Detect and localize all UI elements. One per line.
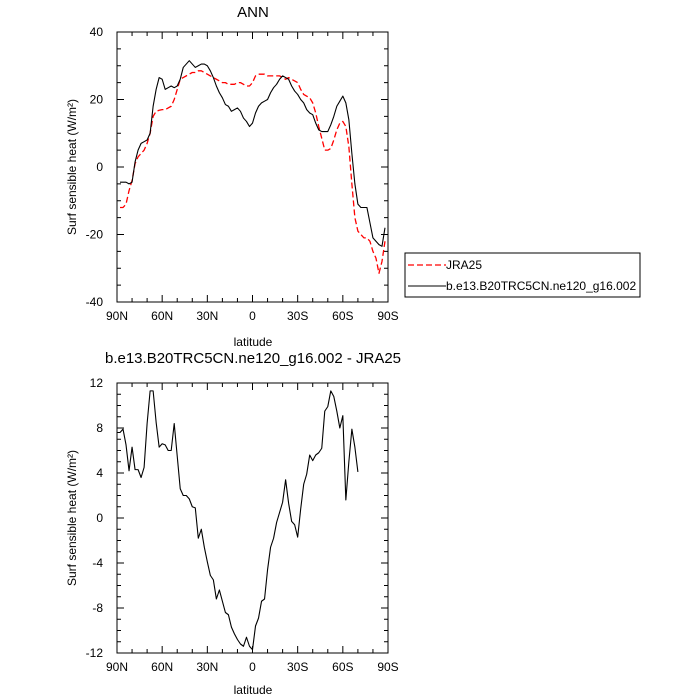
series-line-1-0 [117, 390, 359, 651]
top-plot-frame [116, 31, 389, 303]
bottom-panel: b.e13.B20TRC5CN.ne120_g16.002 - JRA25 90… [65, 350, 401, 697]
y-tick-label: 0 [96, 511, 103, 525]
top-y-axis-label: Surf sensible heat (W/m²) [65, 99, 79, 235]
top-chart-title: ANN [237, 4, 269, 21]
top-series-layer [120, 60, 386, 274]
y-tick-label: 4 [96, 466, 103, 480]
y-tick-label: 20 [90, 93, 104, 107]
legend-label-jra25: JRA25 [446, 258, 482, 272]
top-x-axis-label: latitude [234, 335, 273, 349]
bottom-x-axis-label: latitude [234, 683, 273, 697]
x-tick-label: 30N [196, 660, 218, 674]
y-tick-label: 8 [96, 421, 103, 435]
x-tick-label: 30S [287, 660, 308, 674]
y-tick-label: -40 [86, 295, 104, 309]
x-tick-label: 90N [106, 660, 128, 674]
x-tick-label: 30N [196, 309, 218, 323]
y-tick-label: 0 [96, 160, 103, 174]
y-tick-label: -4 [92, 556, 103, 570]
x-tick-label: 90S [377, 309, 398, 323]
top-axis-ticks: 90N 60N 30N 0 30S 60S 90S -40 -20 0 20 40 [86, 25, 399, 323]
bottom-plot-frame [116, 382, 389, 654]
bottom-axis-ticks: 90N 60N 30N 0 30S 60S 90S -12 -8 -4 0 4 8 12 [86, 376, 399, 674]
y-tick-label: -8 [92, 601, 103, 615]
legend-box [404, 252, 641, 298]
bottom-series-layer [117, 390, 359, 651]
x-tick-label: 0 [249, 309, 256, 323]
bottom-chart-title: b.e13.B20TRC5CN.ne120_g16.002 - JRA25 [105, 350, 401, 367]
x-tick-label: 90S [377, 660, 398, 674]
x-tick-label: 60S [332, 660, 353, 674]
x-tick-label: 60N [151, 309, 173, 323]
x-tick-label: 30S [287, 309, 308, 323]
bottom-y-axis-label: Surf sensible heat (W/m²) [65, 450, 79, 586]
x-tick-label: 60N [151, 660, 173, 674]
top-panel: ANN 90N 60N 30N 0 30S 60S 90S -40 -20 0 20 40 latit… [65, 4, 399, 349]
x-tick-label: 60S [332, 309, 353, 323]
series-line-0-1 [120, 60, 386, 247]
y-tick-label: 12 [90, 376, 104, 390]
y-tick-label: -12 [86, 646, 104, 660]
y-tick-label: -20 [86, 228, 104, 242]
x-tick-label: 90N [106, 309, 128, 323]
y-tick-label: 40 [90, 25, 104, 39]
legend: JRA25 b.e13.B20TRC5CN.ne120_g16.002 [404, 252, 641, 298]
legend-label-model: b.e13.B20TRC5CN.ne120_g16.002 [446, 279, 636, 293]
x-tick-label: 0 [249, 660, 256, 674]
